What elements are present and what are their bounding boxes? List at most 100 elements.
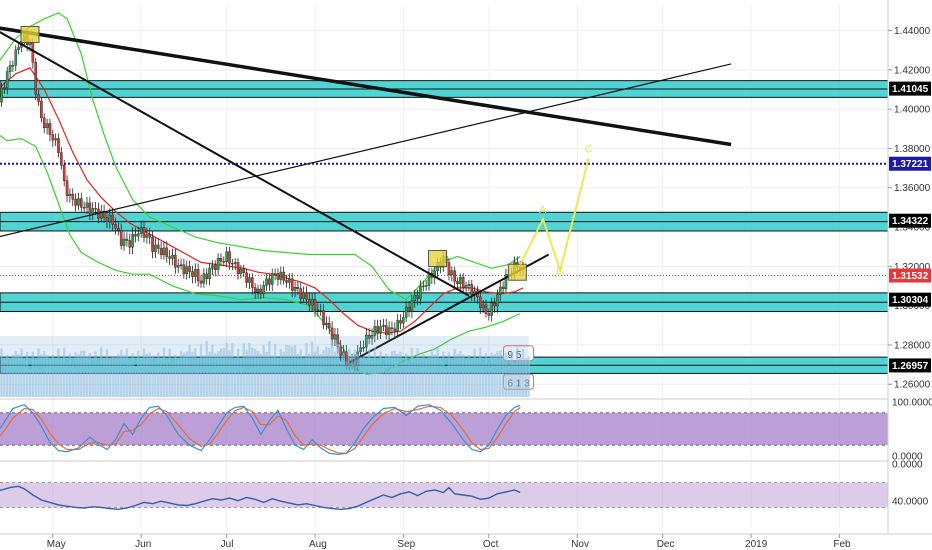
candle-body xyxy=(131,234,134,248)
candle xyxy=(68,188,72,203)
volume-bar xyxy=(282,351,285,397)
volume-bar xyxy=(336,344,339,397)
candle-body xyxy=(213,265,217,270)
candle-body xyxy=(245,272,248,283)
candle xyxy=(114,217,117,235)
wave-projection-line[interactable] xyxy=(519,158,590,274)
candle-body xyxy=(404,306,408,318)
candle xyxy=(404,301,408,322)
candle-body xyxy=(279,271,283,280)
candle-body xyxy=(125,238,129,241)
candle-body xyxy=(296,287,300,289)
candle xyxy=(362,340,365,353)
candle-body xyxy=(119,230,123,246)
time-tick-label: Dec xyxy=(657,539,675,550)
volume-bar xyxy=(0,348,3,397)
candle xyxy=(176,258,180,273)
volume-bar xyxy=(188,344,191,397)
candle xyxy=(151,230,154,259)
candle xyxy=(296,281,300,295)
stochastic-pane[interactable] xyxy=(0,398,888,456)
volume-bar xyxy=(100,347,103,397)
candle-body xyxy=(262,285,266,295)
volume-bar xyxy=(28,369,32,397)
volume-bar xyxy=(242,343,245,397)
candle xyxy=(77,192,80,211)
candle xyxy=(74,193,77,212)
time-tick-label: Oct xyxy=(483,539,499,550)
volume-bar xyxy=(481,361,485,397)
trendline[interactable] xyxy=(0,26,732,147)
candle-body xyxy=(305,292,308,300)
volume-bar xyxy=(325,346,328,397)
candle xyxy=(496,289,499,313)
candle-body xyxy=(148,234,152,238)
price-axis[interactable]: 1.44000 1.42000 1.40000 1.38000 1.36000 1.340… xyxy=(887,0,932,550)
volume-bar xyxy=(122,354,126,397)
volume-bar xyxy=(504,352,508,397)
price-badge[interactable]: 1.34322 xyxy=(889,213,931,228)
candle-body xyxy=(322,310,325,325)
price-badge[interactable]: 1.37221 xyxy=(889,156,931,171)
candle-body xyxy=(188,266,191,272)
candle xyxy=(111,208,114,232)
volume-bar xyxy=(51,354,54,397)
volume-bar xyxy=(479,347,482,397)
candle xyxy=(193,263,197,284)
price-tick-label: 1.34000 xyxy=(894,223,931,234)
volume-bar xyxy=(271,355,274,397)
price-badge[interactable]: 1.26957 xyxy=(889,358,931,373)
rsi-pane[interactable] xyxy=(0,460,888,511)
price-badge-label: 1.26957 xyxy=(892,361,929,372)
candle xyxy=(57,133,60,158)
candle xyxy=(387,321,391,341)
volume-bar xyxy=(37,348,40,397)
volume-bar xyxy=(43,351,46,397)
volume-bar xyxy=(20,348,23,397)
candle-body xyxy=(5,71,9,88)
candle-body xyxy=(199,280,203,284)
price-badge[interactable]: 1.31532 xyxy=(889,268,931,283)
highlight-marker[interactable] xyxy=(428,249,448,267)
highlight-marker[interactable] xyxy=(20,25,40,43)
candle-body xyxy=(501,286,505,290)
volume-bar xyxy=(396,353,399,397)
candle-body xyxy=(8,65,12,72)
volume-bar xyxy=(342,353,345,397)
volume-bar xyxy=(416,348,419,397)
candle-body xyxy=(128,240,132,248)
candle-body xyxy=(256,288,260,293)
candle-body xyxy=(82,207,86,209)
candle xyxy=(165,241,169,263)
volume-bar xyxy=(234,357,237,397)
volume-bar xyxy=(31,351,35,397)
candle xyxy=(196,263,200,287)
highlight-marker[interactable] xyxy=(507,263,527,281)
price-badge[interactable]: 1.30304 xyxy=(889,292,931,307)
rsi-line xyxy=(0,485,521,511)
candle-body xyxy=(208,268,211,280)
volume-bar xyxy=(259,353,263,397)
volume-bar xyxy=(134,366,137,397)
price-badge[interactable]: 1.41045 xyxy=(889,81,931,96)
candle xyxy=(185,260,189,280)
candle-body xyxy=(122,238,126,246)
trendline[interactable] xyxy=(0,63,732,239)
time-axis[interactable]: May Jun Jul Aug Sep Oct Nov Dec 2019 Feb xyxy=(0,533,932,550)
price-tick-label: 1.44000 xyxy=(894,26,931,37)
candle-body xyxy=(330,327,334,340)
trendline[interactable] xyxy=(0,27,470,297)
candle-body xyxy=(359,347,362,353)
candle-body xyxy=(313,299,317,311)
volume-bar xyxy=(265,351,268,397)
candle-body xyxy=(319,310,323,312)
candle xyxy=(225,246,228,268)
candle-body xyxy=(11,65,15,67)
volume-bar xyxy=(490,352,493,397)
candle-body xyxy=(325,322,328,325)
candle xyxy=(168,250,171,266)
candle xyxy=(71,188,75,206)
price-badge-label: 1.31532 xyxy=(892,271,929,282)
candle-body xyxy=(145,234,149,238)
